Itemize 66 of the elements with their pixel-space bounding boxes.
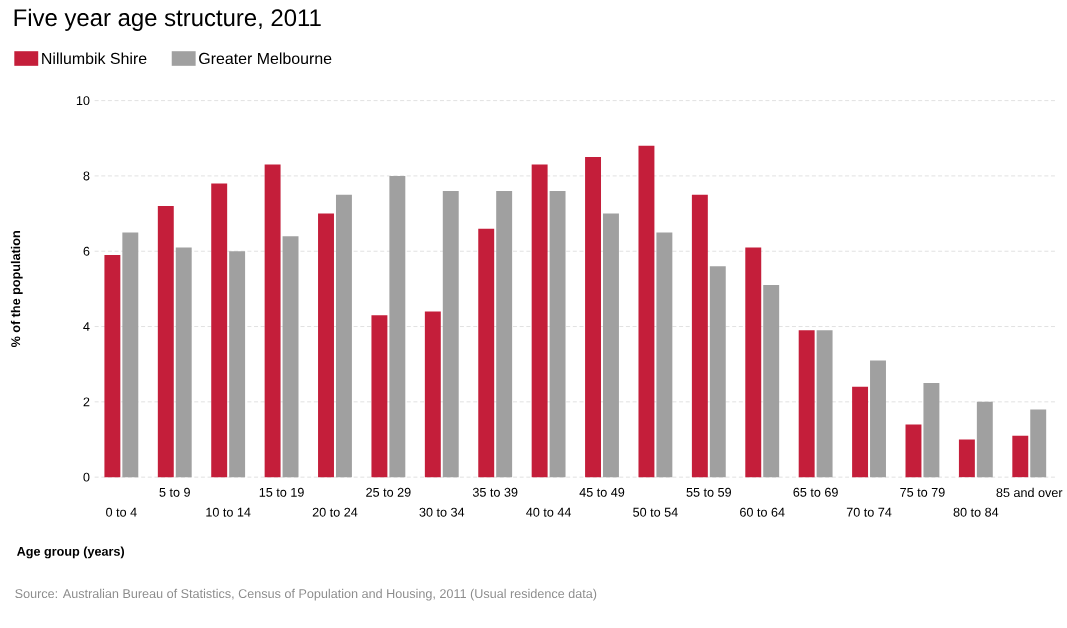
x-tick-label: 0 to 4 [106, 507, 137, 517]
bar [585, 157, 602, 478]
y-tick-label: 2 [83, 397, 90, 407]
y-tick-label: 10 [76, 96, 90, 106]
y-tick-label: 8 [83, 171, 90, 181]
x-tick-label: 85 and over [996, 488, 1063, 498]
x-tick-label: 45 to 49 [579, 488, 625, 497]
bar [264, 164, 281, 478]
bar [282, 236, 299, 478]
bar [656, 232, 673, 478]
x-tick-label: 60 to 64 [740, 507, 785, 517]
bar [442, 191, 459, 478]
x-tick-label: 55 to 59 [686, 488, 732, 497]
bar [763, 285, 780, 478]
bar [229, 251, 246, 478]
bar [870, 360, 886, 478]
bar [424, 311, 441, 478]
y-tick-label: 0 [83, 472, 90, 482]
bar [335, 194, 352, 478]
bar [1012, 435, 1029, 478]
x-tick-label: 65 to 69 [793, 488, 838, 497]
x-tick-label: 30 to 34 [419, 507, 465, 517]
bar [816, 330, 833, 478]
bar [976, 402, 993, 478]
x-tick-label: 80 to 84 [953, 507, 999, 517]
bar [531, 164, 548, 478]
bar [798, 330, 815, 478]
bar [691, 194, 708, 478]
bar [371, 315, 388, 478]
bar [211, 183, 228, 478]
bar [745, 247, 762, 478]
y-tick-label: 6 [83, 246, 90, 256]
bar [958, 439, 975, 478]
bar [638, 145, 655, 478]
legend-label: Greater Melbourne [199, 52, 332, 65]
y-axis-title: % of the population [10, 231, 23, 348]
bar [852, 386, 869, 478]
x-tick-label: 15 to 19 [259, 488, 304, 497]
x-tick-label: 10 to 14 [206, 507, 251, 517]
legend-label: Nillumbik Shire [42, 52, 147, 65]
bar [104, 255, 121, 478]
bar [603, 213, 619, 478]
bar [122, 232, 139, 478]
bar [905, 424, 922, 478]
bar [709, 266, 726, 478]
x-tick-label: 35 to 39 [472, 488, 518, 497]
x-axis-title: Age group (years) [16, 546, 125, 559]
chart-title: Five year age structure, 2011 [14, 8, 321, 32]
y-tick-label: 4 [83, 322, 90, 332]
x-tick-label: 70 to 74 [846, 507, 892, 517]
bar [389, 176, 406, 478]
bar [923, 383, 940, 478]
source-note: Source: Australian Bureau of Statistics, Census of Population and Housing, 2011 (Usual residence data) [15, 589, 597, 601]
bar [478, 228, 495, 478]
bar [1030, 409, 1047, 478]
bar [175, 247, 192, 478]
x-tick-label: 25 to 29 [366, 488, 411, 497]
x-tick-label: 20 to 24 [312, 507, 358, 517]
bar [318, 213, 334, 478]
x-tick-label: 5 to 9 [159, 488, 190, 497]
x-tick-label: 75 to 79 [900, 488, 945, 497]
x-tick-label: 50 to 54 [633, 507, 678, 517]
bar [496, 191, 513, 478]
bar [157, 206, 174, 478]
x-tick-label: 40 to 44 [526, 507, 572, 517]
bar [549, 191, 566, 478]
